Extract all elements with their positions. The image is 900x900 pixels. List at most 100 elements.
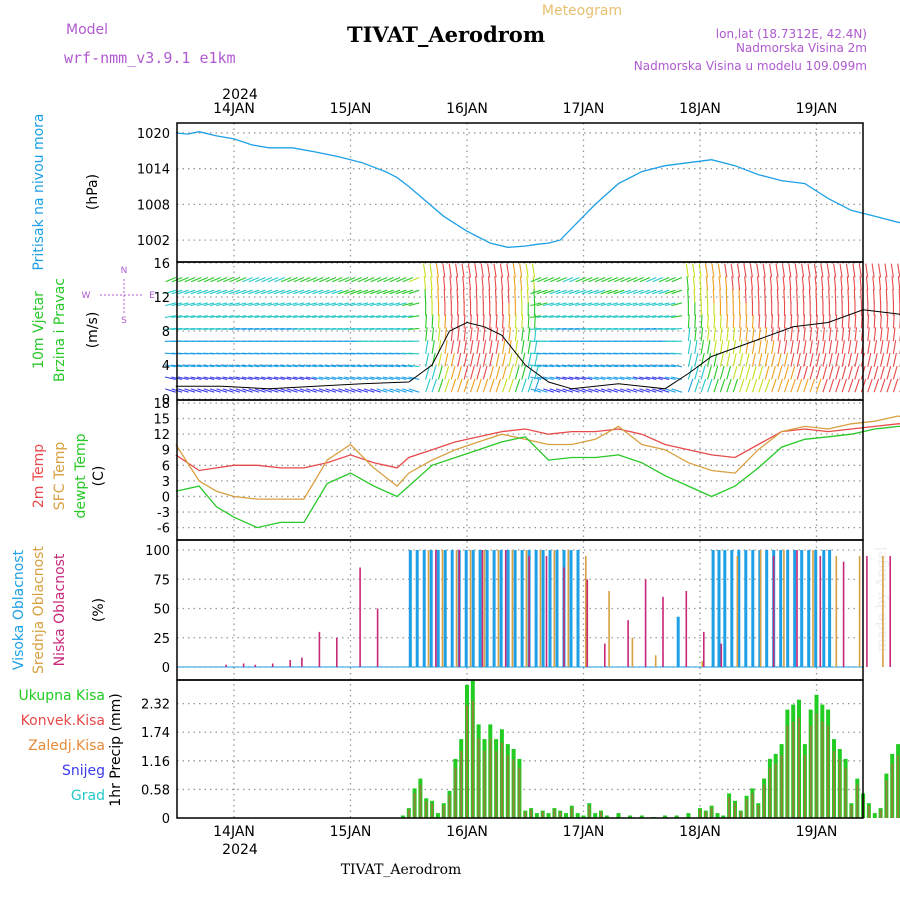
precip-frame [176,679,864,819]
precip-conv-bar [466,704,468,818]
y-tick-label: 1.74 [141,726,170,741]
wind-barb [699,276,702,291]
wind-barb [476,314,479,329]
wind-barb [542,364,554,368]
wind-barb [854,340,858,355]
wind-barb [542,327,554,330]
wind-barb [357,276,369,283]
wind-barb [711,263,715,278]
wind-barb [462,276,465,291]
wind-barb [514,314,517,329]
wind-barb [885,276,888,291]
wind-barb [828,288,830,303]
temp-ylabel-1: 2m Temp [31,444,47,508]
wind-barb [521,352,526,367]
wind-barb [568,315,580,319]
wind-barb [719,365,725,380]
cloud-bar [835,555,838,667]
wind-barb [809,327,813,342]
wind-barb [776,276,779,291]
wind-barb [184,376,196,380]
wind-barb [764,378,771,393]
compass-s: S [121,316,127,326]
wind-barb [299,364,311,368]
wind-barb [777,314,780,329]
wind-barb [879,288,882,303]
wind-barb [769,263,773,278]
cloud-bar [242,663,245,667]
cloud-bar [604,643,606,667]
wind-barb [854,327,858,342]
wind-barb [389,364,401,368]
wind-barb [664,376,676,380]
wind-barb [632,364,644,368]
y-tick-label: 1002 [137,234,170,249]
precip-conv-bar [559,811,562,818]
wind-barb [431,365,437,380]
wind-barb [730,263,734,278]
wind-barb [575,276,587,283]
precip-conv-bar [734,803,736,818]
wind-barb [235,315,247,319]
precip-bar [435,813,440,818]
precip-bar [715,813,720,818]
wind-barb [880,314,882,329]
wind-barb [222,388,234,393]
wind-barb [203,388,215,393]
wind-barb [474,276,478,291]
y-tick-label: 100 [145,544,170,559]
precip-conv-bar [897,755,900,818]
wind-barb [645,302,657,307]
wind-barb [487,263,491,278]
wind-barb [600,302,612,307]
wind-barb-field [164,263,900,393]
frame-layer [176,122,864,819]
wind-barb [495,365,501,380]
wind-barb [363,302,375,307]
wind-barb [835,327,838,342]
precip-bar [593,813,598,818]
cloud-bar [807,550,811,667]
wind-barb [293,302,305,307]
wind-barb [190,388,202,393]
wind-barb [619,364,631,368]
wind-barb [777,327,781,342]
precip-conv-bar [460,751,463,818]
cloud-bar [469,550,472,667]
wind-barb [425,365,430,380]
precip-conv-bar [704,811,707,818]
wind-barb [736,263,741,278]
wind-barb [542,302,554,307]
wind-barb [530,315,542,319]
wind-barb [463,314,466,329]
cloud-bar [662,596,664,667]
wind-barb [376,276,388,283]
wind-barb [809,352,814,367]
wind-barb [455,263,459,278]
temp-line-2m-temp [175,423,900,472]
wind-barb [822,327,826,342]
cloud-bar [889,555,891,667]
wind-barb [639,302,651,307]
wind-barb [350,327,362,330]
wind-barb [796,378,803,393]
wind-barb [280,302,292,307]
wind-barb [430,288,433,303]
cloud-bar [504,550,507,667]
wind-barb [312,302,324,307]
wind-barb [745,352,750,367]
precip-conv-bar [448,795,451,818]
wind-barb [357,388,369,393]
temp-line-sfc-temp [175,415,900,500]
precip-conv-bar [506,755,509,818]
wind-barb [183,327,196,330]
wind-barb [536,327,548,330]
wind-barb [854,314,857,329]
wind-barb [731,276,734,291]
wind-barb [184,388,196,393]
wind-barb [299,388,311,393]
wind-barb [241,327,253,330]
cloud-bar [772,555,775,667]
wind-barb [704,263,709,278]
wind-barb [241,302,253,307]
